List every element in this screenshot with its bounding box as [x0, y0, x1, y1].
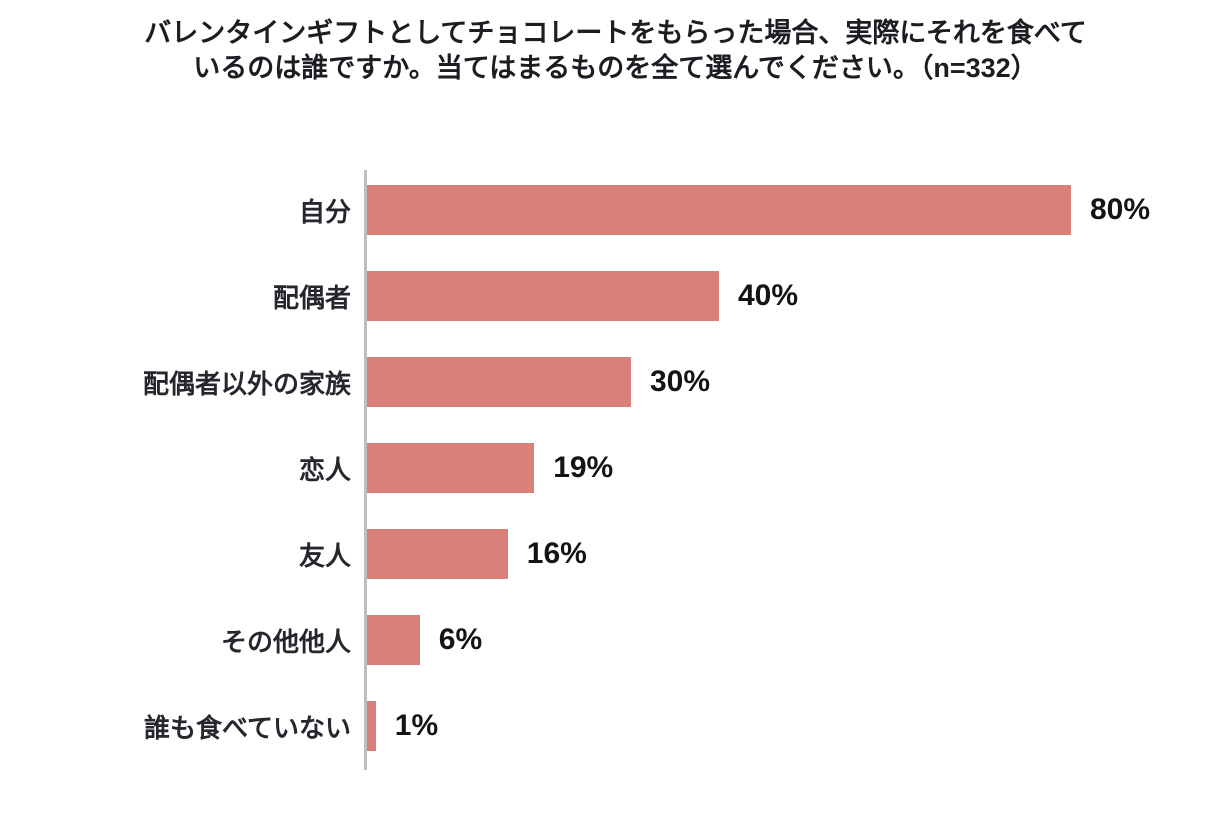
value-label: 6%	[438, 623, 483, 656]
bar	[367, 615, 420, 665]
bar	[367, 443, 535, 493]
bar-chart-area: 自分 80% 配偶者 40% 配偶者以外の家族 30% 恋人 19% 友人 16% その他他人 6% 誰…	[0, 167, 1231, 769]
value-label: 19%	[553, 451, 614, 484]
category-label: その他他人	[220, 626, 351, 657]
value-label: 1%	[394, 709, 439, 742]
bar-row: 恋人 19%	[0, 425, 1231, 511]
category-label: 友人	[298, 540, 351, 571]
bar-row: 配偶者以外の家族 30%	[0, 339, 1231, 425]
chart-title: バレンタインギフトとしてチョコレートをもらった場合、実際にそれを食べているのは誰…	[144, 18, 1087, 83]
bar-row: 誰も食べていない 1%	[0, 683, 1231, 769]
bar-row: その他他人 6%	[0, 597, 1231, 683]
bar	[367, 357, 631, 407]
y-axis-line	[364, 170, 367, 770]
category-label: 配偶者以外の家族	[142, 368, 351, 399]
bar	[367, 529, 508, 579]
bar	[367, 271, 719, 321]
category-label: 恋人	[298, 454, 351, 485]
value-label: 16%	[526, 537, 587, 570]
value-label: 30%	[650, 365, 711, 398]
value-label: 80%	[1090, 193, 1151, 226]
bar-row: 配偶者 40%	[0, 253, 1231, 339]
bar-row: 自分 80%	[0, 167, 1231, 253]
category-label: 自分	[298, 196, 351, 227]
bar	[367, 701, 376, 751]
bar	[367, 185, 1071, 235]
value-label: 40%	[738, 279, 799, 312]
category-label: 誰も食べていない	[144, 712, 351, 743]
bar-row: 友人 16%	[0, 511, 1231, 597]
category-label: 配偶者	[272, 282, 351, 313]
